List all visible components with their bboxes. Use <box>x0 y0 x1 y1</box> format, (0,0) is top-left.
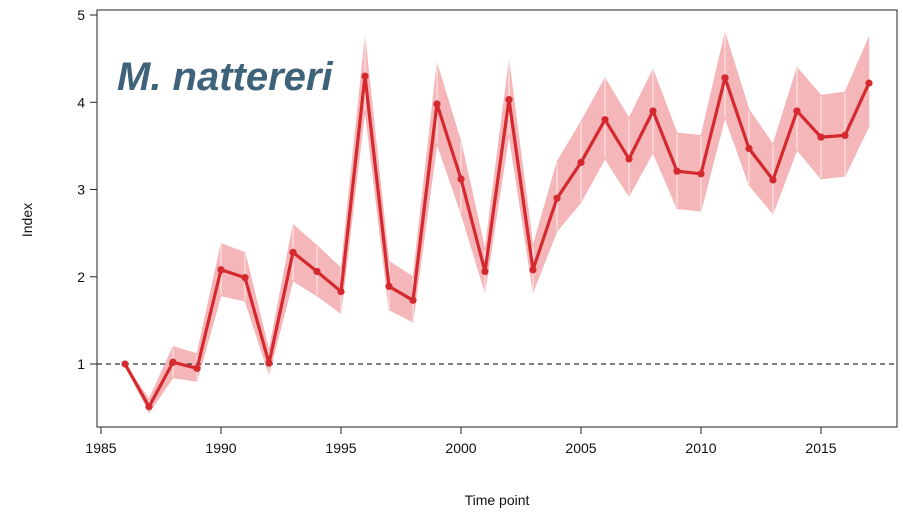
y-tick-label: 4 <box>77 94 85 110</box>
data-point <box>385 282 393 290</box>
data-point <box>313 267 321 276</box>
data-point <box>361 72 369 80</box>
confidence-band-segment <box>316 244 342 314</box>
plot-frame <box>96 9 898 428</box>
x-tick-label: 1995 <box>325 440 356 456</box>
y-tick-label: 3 <box>77 182 85 198</box>
data-point <box>529 266 537 274</box>
data-point <box>169 358 177 366</box>
data-point <box>457 175 465 183</box>
data-point <box>505 96 513 104</box>
data-points <box>121 72 873 411</box>
data-point <box>625 155 633 163</box>
y-tick-label: 2 <box>77 269 85 285</box>
data-point <box>601 116 609 124</box>
confidence-band-segment <box>556 120 582 233</box>
y-tick-label: 5 <box>77 7 85 23</box>
data-point <box>265 359 273 367</box>
confidence-band-segment <box>532 161 558 293</box>
y-axis-title: Index <box>19 203 35 237</box>
x-tick-label: 2005 <box>565 440 596 456</box>
data-point <box>721 74 729 82</box>
x-tick-label: 2015 <box>805 440 836 456</box>
data-point <box>865 79 873 87</box>
data-point <box>481 267 489 276</box>
x-tick-label: 1985 <box>85 440 116 456</box>
data-point <box>673 167 681 175</box>
y-tick-label: 1 <box>77 356 85 372</box>
data-point <box>409 296 417 304</box>
y-axis: 1 2 3 4 5 <box>77 7 97 372</box>
data-point <box>289 248 297 256</box>
data-point <box>193 364 201 372</box>
data-point <box>577 158 585 167</box>
data-point <box>745 144 753 153</box>
data-point <box>817 133 825 141</box>
confidence-band-segment <box>460 141 486 293</box>
chart-title: M. nattereri <box>117 55 333 99</box>
x-axis-title: Time point <box>465 492 530 508</box>
x-tick-label: 1990 <box>205 440 236 456</box>
data-point <box>121 360 129 368</box>
x-tick-label: 2010 <box>685 440 716 456</box>
data-point <box>697 170 705 178</box>
data-point <box>217 266 225 274</box>
data-point <box>769 176 777 184</box>
data-point <box>793 107 801 115</box>
data-point <box>145 403 153 411</box>
data-point <box>433 100 441 108</box>
data-point <box>841 131 849 140</box>
data-point <box>553 194 561 202</box>
data-point <box>649 107 657 115</box>
x-tick-label: 2000 <box>445 440 476 456</box>
data-point <box>241 274 249 282</box>
data-point <box>337 287 345 296</box>
x-axis: 1985 1990 1995 2000 2005 2010 2015 <box>85 427 837 456</box>
series-line <box>123 74 871 409</box>
